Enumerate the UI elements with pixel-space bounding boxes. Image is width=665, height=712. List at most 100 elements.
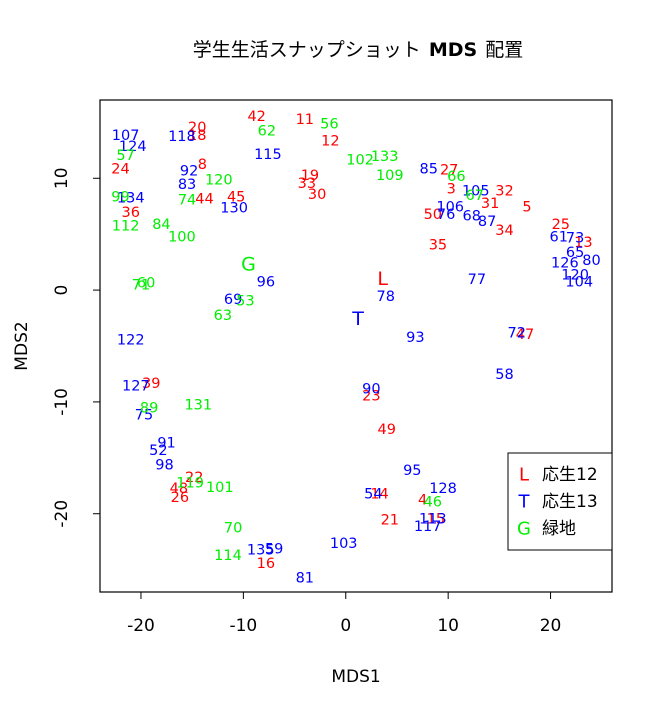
point-label-T-73: 73: [566, 231, 584, 247]
x-tick-label: 0: [340, 616, 351, 636]
point-label-T-113: 113: [419, 511, 447, 527]
point-label-L-48: 48: [170, 481, 188, 497]
point-label-T-105: 105: [462, 184, 490, 200]
point-label-G-109: 109: [376, 168, 404, 184]
centroid-L: L: [377, 268, 388, 290]
point-label-T-83: 83: [178, 177, 196, 193]
point-label-G-102: 102: [346, 152, 374, 168]
x-tick-label: 20: [540, 616, 562, 636]
point-label-L-50: 50: [424, 207, 442, 223]
point-label-G-133: 133: [371, 149, 399, 165]
x-tick-label: -20: [127, 616, 155, 636]
legend-symbol-T: T: [518, 492, 531, 513]
point-label-L-47: 47: [516, 327, 534, 343]
y-tick-label: 0: [52, 285, 72, 296]
point-label-T-98: 98: [155, 458, 173, 474]
point-label-L-16: 16: [257, 556, 275, 572]
point-label-L-3: 3: [447, 181, 456, 197]
point-label-T-117: 117: [414, 519, 442, 535]
point-label-G-100: 100: [168, 230, 196, 246]
point-label-T-96: 96: [257, 274, 275, 290]
legend-label-G: 緑地: [542, 519, 576, 539]
centroid-G: G: [241, 253, 256, 275]
legend-label-T: 応生13: [542, 492, 598, 512]
point-label-G-89: 89: [140, 401, 158, 417]
point-label-T-68: 68: [462, 208, 480, 224]
point-label-G-120: 120: [205, 173, 233, 189]
point-label-T-95: 95: [403, 463, 421, 479]
point-label-T-115: 115: [254, 147, 282, 163]
point-label-L-21: 21: [381, 512, 399, 528]
point-label-T-65: 65: [566, 245, 584, 261]
point-label-G-56: 56: [320, 117, 338, 133]
x-tick-label: -10: [229, 616, 257, 636]
x-tick-label: 10: [437, 616, 459, 636]
point-label-L-5: 5: [522, 199, 531, 215]
point-label-T-103: 103: [330, 536, 358, 552]
point-label-L-13: 13: [574, 235, 592, 251]
point-label-T-80: 80: [582, 253, 600, 269]
point-label-L-24: 24: [111, 161, 129, 177]
point-label-L-15: 15: [427, 511, 445, 527]
point-label-T-58: 58: [495, 367, 513, 383]
point-label-L-22: 22: [185, 470, 203, 486]
point-label-T-52: 52: [149, 443, 167, 459]
point-label-L-39: 39: [142, 376, 160, 392]
point-label-G-112: 112: [112, 218, 140, 234]
point-label-G-131: 131: [184, 397, 212, 413]
point-label-T-91: 91: [157, 435, 175, 451]
point-label-G-60: 60: [137, 275, 155, 291]
point-label-T-72: 72: [508, 326, 526, 342]
point-label-L-18: 18: [188, 128, 206, 144]
point-label-T-81: 81: [296, 571, 314, 587]
point-label-T-134: 134: [117, 190, 145, 206]
point-label-G-67: 67: [466, 188, 484, 204]
point-label-T-76: 76: [437, 207, 455, 223]
point-label-L-8: 8: [198, 157, 207, 173]
centroid-T: T: [351, 308, 364, 330]
point-label-L-34: 34: [495, 223, 513, 239]
point-label-T-122: 122: [117, 332, 145, 348]
point-label-T-59: 59: [265, 542, 283, 558]
y-tick-label: -20: [52, 500, 72, 528]
point-label-T-69: 69: [224, 292, 242, 308]
point-label-T-130: 130: [220, 200, 248, 216]
point-label-L-30: 30: [308, 187, 326, 203]
point-label-T-106: 106: [436, 199, 464, 215]
point-label-T-75: 75: [135, 407, 153, 423]
point-label-G-101: 101: [206, 480, 234, 496]
point-label-L-4: 4: [418, 492, 427, 508]
point-label-G-66: 66: [447, 169, 465, 185]
point-label-L-23: 23: [362, 388, 380, 404]
x-axis: -20 -10 0 10 20: [127, 591, 562, 636]
point-label-T-104: 104: [565, 274, 593, 290]
point-label-L-20: 20: [188, 120, 206, 136]
point-label-T-126: 126: [551, 255, 579, 271]
y-axis: -20 -10 0 10: [52, 167, 101, 528]
point-label-G-119: 119: [176, 476, 204, 492]
point-label-G-70: 70: [224, 520, 242, 536]
point-label-T-127: 127: [122, 378, 150, 394]
point-label-G-74: 74: [178, 193, 196, 209]
point-label-T-90: 90: [362, 382, 380, 398]
chart-title: 学生生活スナップショット MDS 配置: [193, 39, 523, 61]
point-label-G-114: 114: [214, 548, 242, 564]
legend-symbol-L: L: [519, 465, 529, 486]
point-label-T-118: 118: [168, 129, 196, 145]
point-label-T-93: 93: [406, 330, 424, 346]
point-label-L-33: 33: [298, 176, 316, 192]
point-label-T-107: 107: [112, 128, 140, 144]
point-label-G-57: 57: [116, 148, 134, 164]
point-label-L-32: 32: [495, 184, 513, 200]
point-label-T-54: 54: [364, 487, 382, 503]
y-axis-title: MDS2: [12, 321, 32, 370]
legend-box: [507, 452, 613, 551]
point-label-T-85: 85: [419, 161, 437, 177]
point-label-L-19: 19: [301, 168, 319, 184]
point-label-T-135: 135: [247, 543, 275, 559]
point-label-G-63: 63: [214, 308, 232, 324]
point-label-T-77: 77: [468, 272, 486, 288]
point-label-G-71: 71: [132, 278, 150, 294]
